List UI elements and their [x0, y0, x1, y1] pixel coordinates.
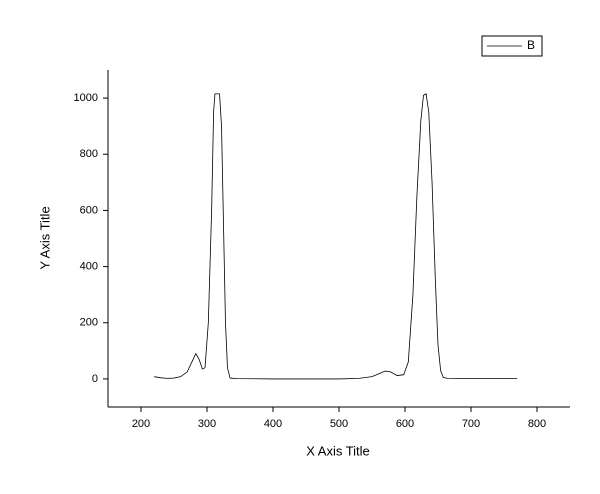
y-tick-label: 400	[80, 260, 98, 272]
x-axis-title: X Axis Title	[306, 443, 370, 458]
x-tick-label: 600	[396, 418, 414, 430]
line-series	[154, 93, 518, 380]
x-tick-label: 700	[462, 418, 480, 430]
y-tick-label: 800	[80, 148, 98, 160]
y-tick-label: 1000	[74, 92, 98, 104]
x-tick-label: 200	[132, 418, 150, 430]
legend-label: B	[527, 38, 535, 52]
x-tick-label: 800	[528, 418, 546, 430]
y-axis-title: Y Axis Title	[37, 206, 52, 269]
y-tick-label: 0	[92, 373, 98, 385]
x-tick-label: 400	[264, 418, 282, 430]
y-tick-label: 200	[80, 317, 98, 329]
x-tick-label: 500	[330, 418, 348, 430]
x-tick-label: 300	[198, 418, 216, 430]
y-tick-label: 600	[80, 204, 98, 216]
